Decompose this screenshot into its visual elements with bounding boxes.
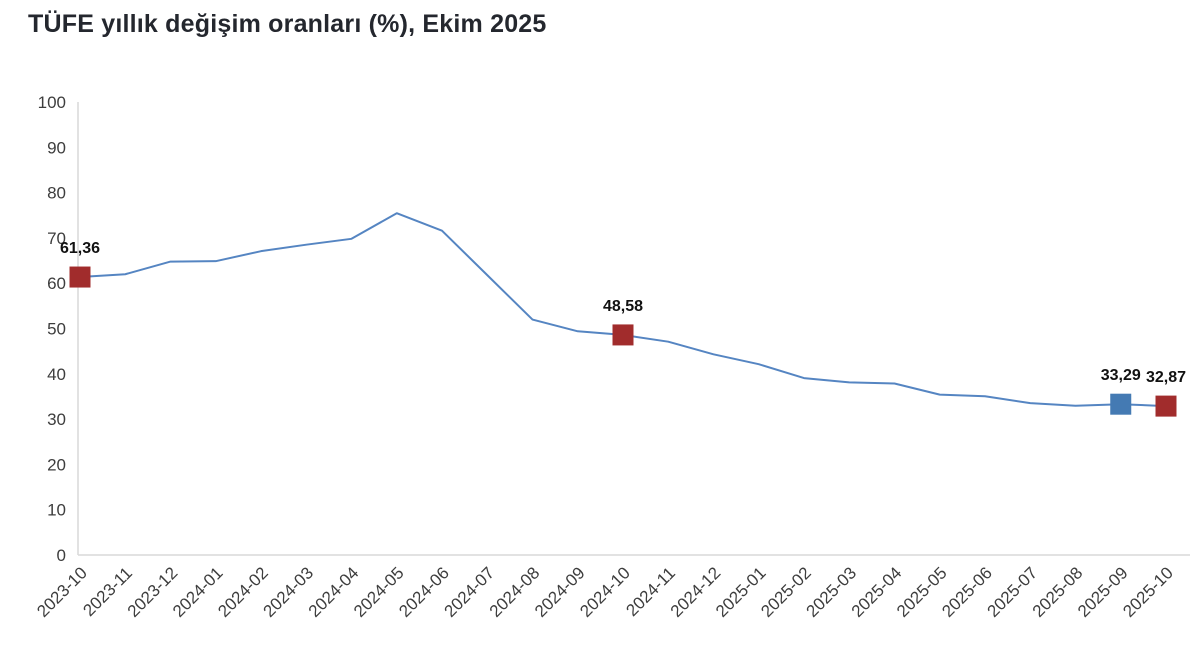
x-axis-tick-label: 2023-10 [33, 563, 91, 621]
y-axis-tick-label: 20 [47, 455, 66, 474]
y-axis-tick-label: 60 [47, 274, 66, 293]
chart-title: TÜFE yıllık değişim oranları (%), Ekim 2… [28, 10, 547, 38]
y-axis-tick-label: 70 [47, 229, 66, 248]
data-point-label: 32,87 [1146, 369, 1186, 386]
data-point-label: 48,58 [603, 298, 643, 315]
y-axis-tick-label: 80 [47, 184, 66, 203]
x-axis-tick-label: 2025-10 [1119, 563, 1177, 621]
x-axis-tick-label: 2024-10 [576, 563, 634, 621]
data-point-marker [1155, 395, 1177, 417]
y-axis-tick-label: 0 [57, 546, 66, 565]
data-point-label: 61,36 [60, 240, 100, 257]
data-point-marker [1110, 393, 1132, 415]
y-axis-tick-label: 40 [47, 365, 66, 384]
y-axis-tick-label: 30 [47, 410, 66, 429]
y-axis-tick-label: 10 [47, 501, 66, 520]
y-axis-tick-label: 90 [47, 138, 66, 157]
data-point-marker [612, 324, 634, 346]
data-point-marker [69, 266, 91, 288]
data-point-label: 33,29 [1101, 367, 1141, 384]
y-axis-tick-label: 50 [47, 320, 66, 339]
y-axis-tick-label: 100 [38, 93, 66, 112]
